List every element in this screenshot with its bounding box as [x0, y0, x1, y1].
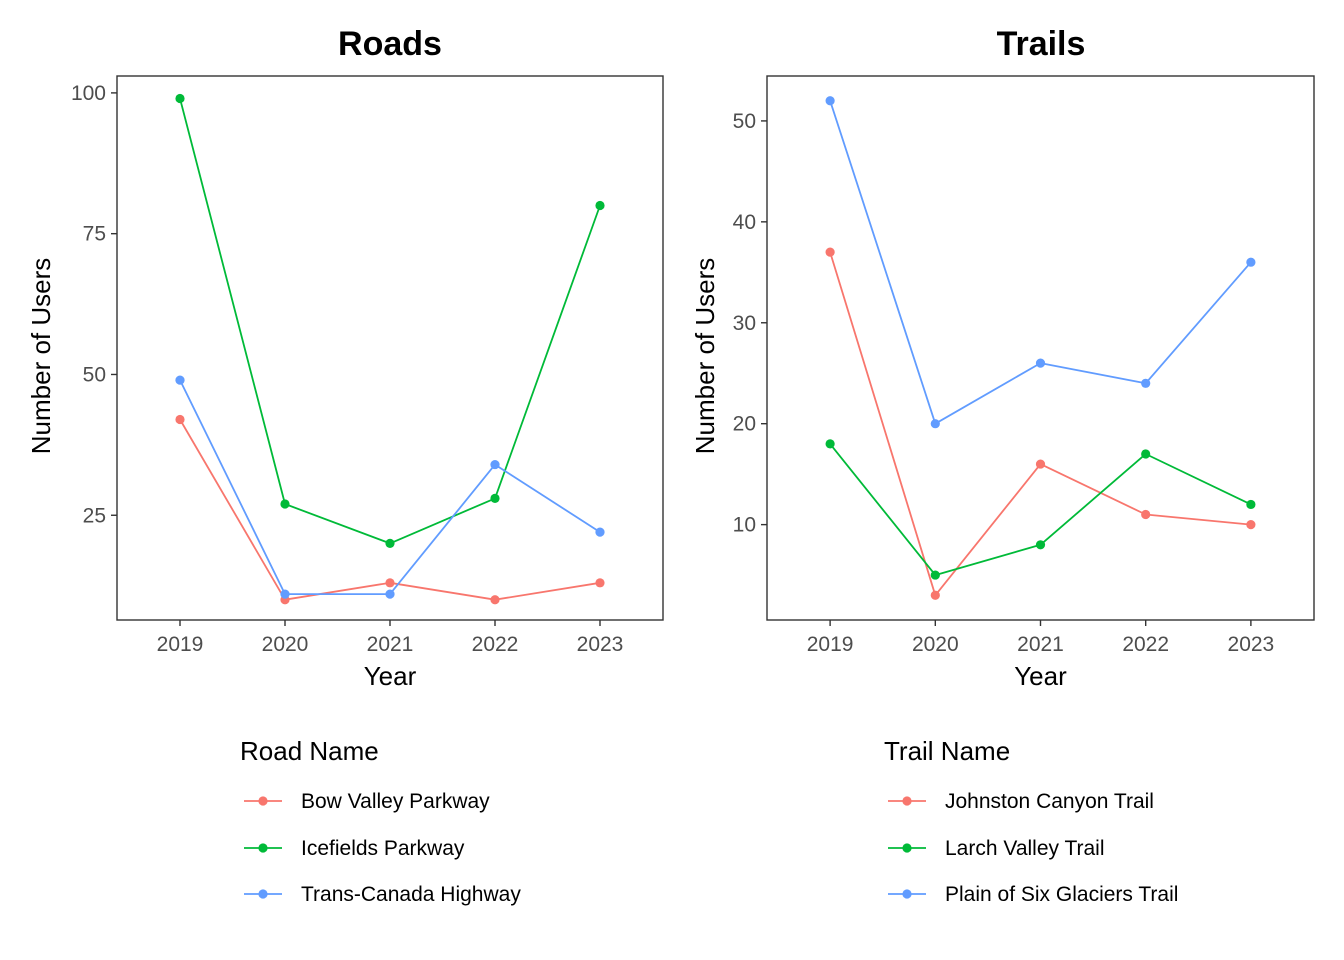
data-point-plain-of-six-glaciers-trail — [825, 96, 835, 106]
data-point-icefields-parkway — [385, 538, 395, 549]
data-point-bow-valley-parkway — [175, 414, 185, 425]
data-point-larch-valley-trail — [1141, 449, 1151, 459]
data-point-larch-valley-trail — [1035, 540, 1046, 550]
x-tick-label: 2019 — [807, 633, 854, 656]
data-point-plain-of-six-glaciers-trail — [1141, 378, 1151, 388]
x-axis-title: Year — [1014, 661, 1067, 691]
legend-label-larch-valley-trail: Larch Valley Trail — [945, 837, 1105, 860]
legend-label-johnston-canyon-trail: Johnston Canyon Trail — [945, 790, 1154, 813]
data-point-larch-valley-trail — [1246, 499, 1256, 510]
legend-key-point-bow-valley-parkway — [258, 796, 268, 806]
data-point-trans-canada-highway — [175, 375, 185, 385]
legend-label-icefields-parkway: Icefields Parkway — [301, 837, 465, 860]
x-tick-label: 2021 — [1017, 633, 1064, 656]
data-point-bow-valley-parkway — [595, 578, 605, 588]
y-tick-label: 20 — [733, 413, 756, 436]
series-line-icefields-parkway — [179, 98, 601, 545]
panel-trails: Trails 10 20 30 40 50 2019 2020 2021 2022 2023 Year… — [690, 25, 1315, 906]
data-point-icefields-parkway — [490, 493, 500, 503]
x-tick-label: 2022 — [472, 633, 519, 656]
data-point-bow-valley-parkway — [490, 595, 500, 605]
legend-title: Road Name — [240, 736, 379, 766]
data-point-icefields-parkway — [595, 200, 605, 211]
series-line-plain-of-six-glaciers-trail — [829, 100, 1252, 425]
y-tick-label: 100 — [71, 82, 106, 105]
y-tick-label: 50 — [733, 110, 756, 133]
x-tick-label: 2023 — [577, 633, 624, 656]
data-point-icefields-parkway — [175, 93, 185, 104]
x-tick-label: 2022 — [1122, 633, 1169, 656]
data-point-plain-of-six-glaciers-trail — [930, 419, 940, 429]
y-tick-label: 30 — [733, 312, 756, 335]
legend-key-point-trans-canada-highway — [258, 889, 268, 899]
x-tick-label: 2020 — [262, 633, 309, 656]
data-point-johnston-canyon-trail — [825, 247, 835, 257]
data-point-trans-canada-highway — [280, 589, 290, 599]
x-tick-label: 2023 — [1228, 633, 1275, 656]
data-point-plain-of-six-glaciers-trail — [1035, 358, 1046, 368]
legend-label-bow-valley-parkway: Bow Valley Parkway — [301, 790, 490, 813]
x-axis-title: Year — [364, 661, 417, 691]
plot-frame — [116, 75, 664, 621]
legend-title: Trail Name — [884, 736, 1010, 766]
data-point-icefields-parkway — [280, 499, 290, 509]
x-tick-label: 2021 — [367, 633, 414, 656]
y-tick-label: 25 — [83, 504, 106, 527]
y-tick-label: 75 — [83, 223, 106, 246]
data-point-bow-valley-parkway — [385, 578, 395, 588]
y-axis-title: Number of Users — [26, 258, 56, 455]
data-point-trans-canada-highway — [490, 459, 500, 470]
data-point-johnston-canyon-trail — [1035, 459, 1046, 469]
data-point-larch-valley-trail — [825, 439, 835, 449]
data-point-larch-valley-trail — [930, 570, 940, 580]
y-tick-label: 50 — [83, 363, 106, 386]
legend-label-trans-canada-highway: Trans-Canada Highway — [301, 883, 521, 906]
data-point-trans-canada-highway — [385, 589, 395, 599]
data-point-plain-of-six-glaciers-trail — [1246, 257, 1256, 267]
data-point-johnston-canyon-trail — [1141, 509, 1151, 520]
data-point-trans-canada-highway — [595, 527, 605, 537]
x-tick-label: 2019 — [157, 633, 204, 656]
y-axis-title: Number of Users — [690, 258, 720, 455]
legend-key-point-icefields-parkway — [258, 843, 268, 853]
panel-roads: Roads 25 50 75 100 2019 2020 2021 2022 2023 Year Nu… — [26, 25, 664, 906]
legend-label-plain-of-six-glaciers-trail: Plain of Six Glaciers Trail — [945, 883, 1178, 906]
chart-title: Trails — [997, 25, 1086, 63]
legend-key-point-johnston-canyon-trail — [902, 796, 912, 806]
y-tick-label: 40 — [733, 211, 756, 234]
chart-title: Roads — [338, 25, 442, 63]
legend-key-point-plain-of-six-glaciers-trail — [902, 889, 912, 899]
x-tick-label: 2020 — [912, 633, 959, 656]
data-point-johnston-canyon-trail — [930, 590, 940, 600]
legend-key-point-larch-valley-trail — [902, 843, 912, 853]
data-point-johnston-canyon-trail — [1246, 520, 1256, 530]
series-line-trans-canada-highway — [179, 379, 601, 595]
y-tick-label: 10 — [733, 514, 756, 537]
